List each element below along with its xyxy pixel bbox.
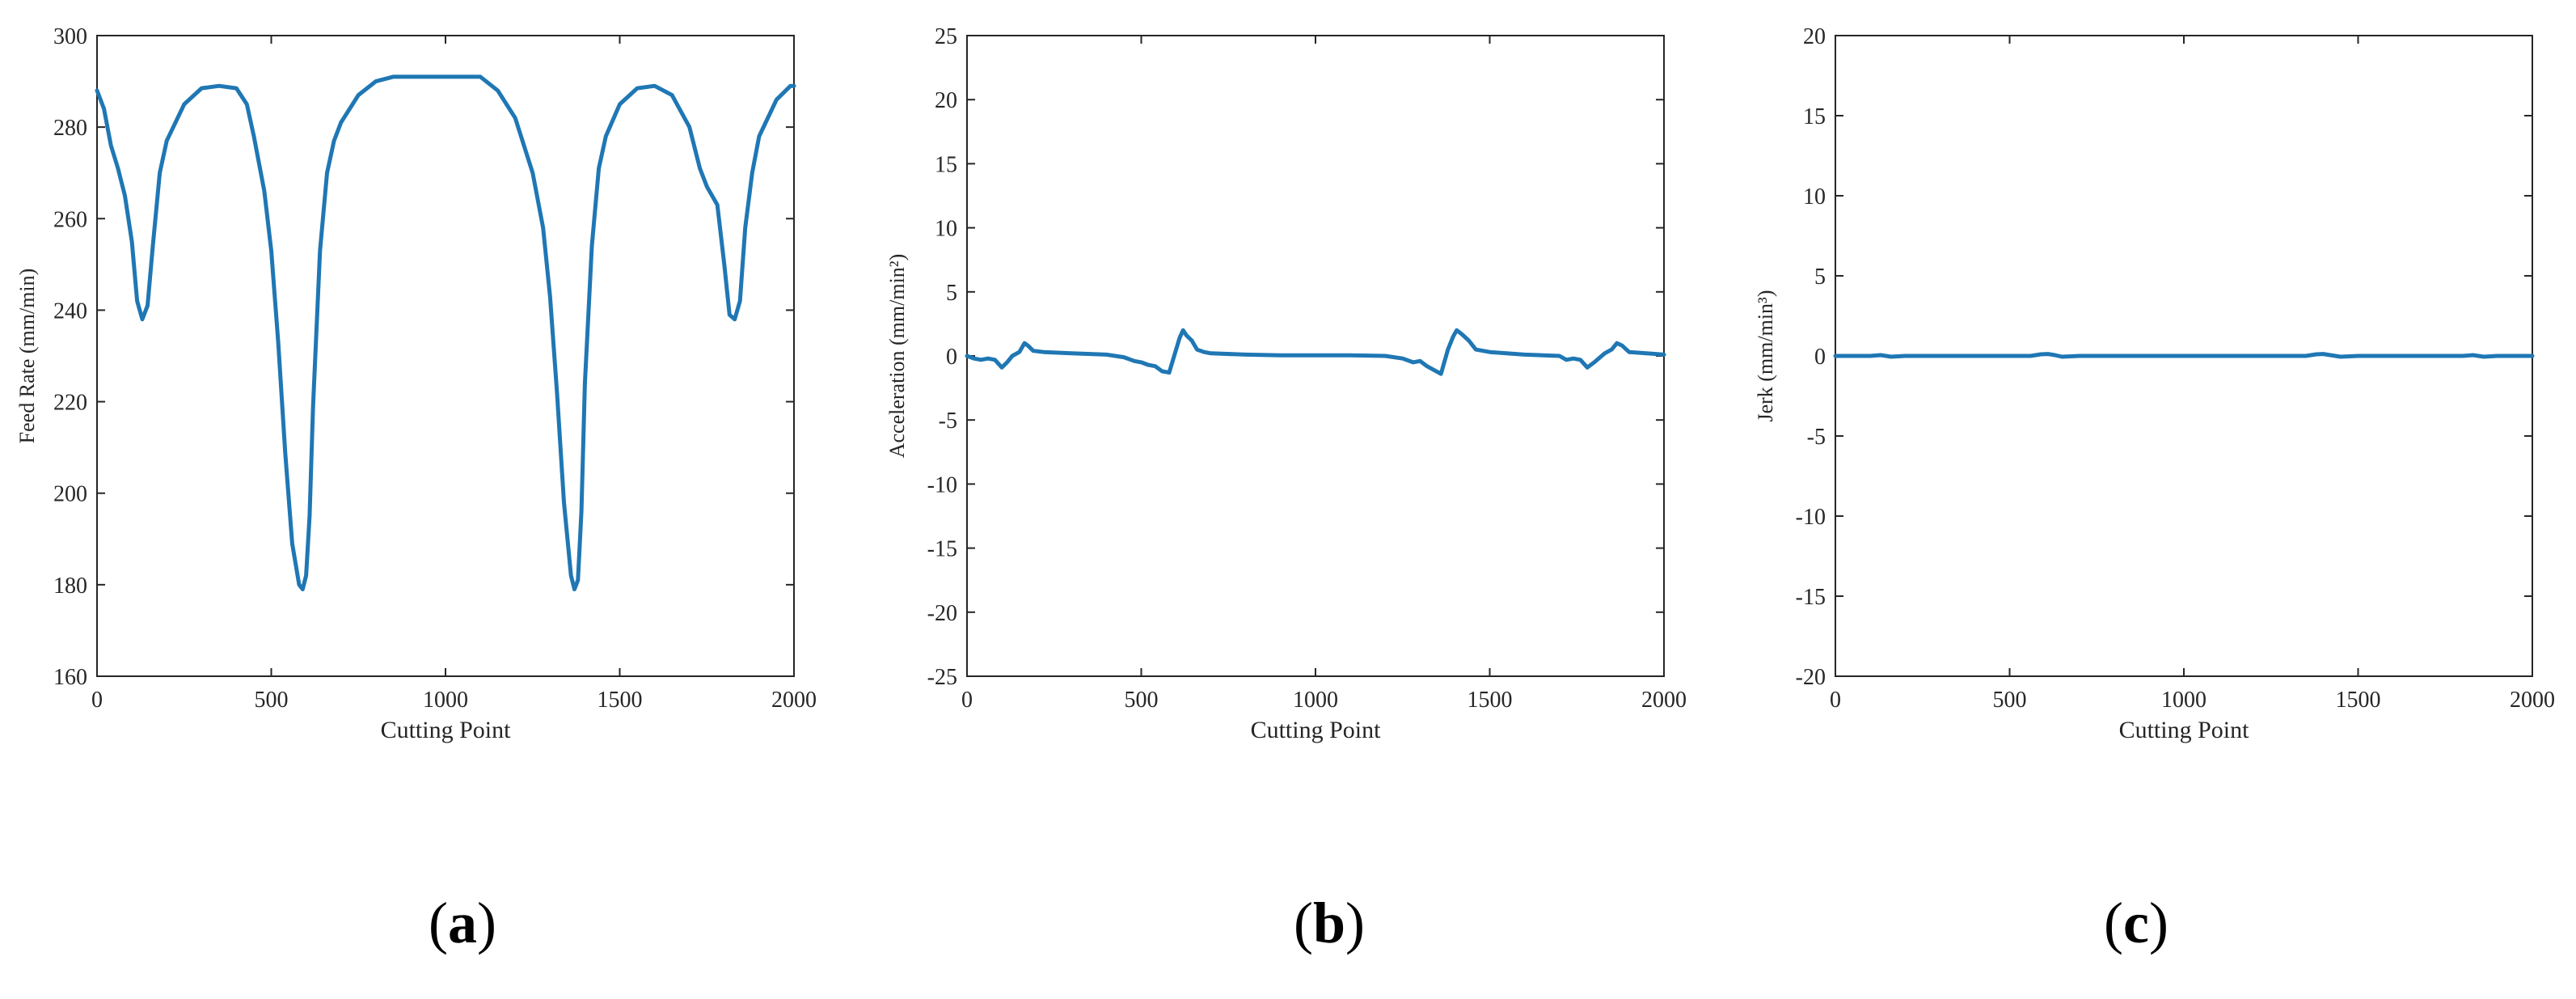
x-tick-label: 500 — [1125, 688, 1159, 713]
series-line — [95, 74, 796, 591]
y-tick-label: 25 — [935, 24, 957, 49]
x-tick-label: 500 — [1993, 688, 2027, 713]
x-tick-label: 1500 — [2336, 688, 2381, 713]
x-axis-label: Cutting Point — [381, 717, 512, 743]
y-tick-label: 220 — [53, 391, 87, 416]
x-tick-label: 1500 — [598, 688, 643, 713]
x-tick-label: 2000 — [1641, 688, 1687, 713]
series-line — [965, 328, 1666, 376]
y-tick-label: 240 — [53, 298, 87, 324]
y-axis-label: Acceleration (mm/min²) — [885, 254, 909, 459]
y-tick-label: -10 — [927, 472, 957, 497]
y-tick-label: -10 — [1796, 505, 1826, 530]
x-tick-label: 2000 — [2510, 688, 2555, 713]
series-line — [1833, 352, 2535, 359]
y-tick-label: -5 — [939, 408, 957, 434]
y-axis-label: Feed Rate (mm/min) — [15, 269, 39, 444]
panel-label-b: (b) — [1293, 891, 1365, 955]
y-tick-label: 5 — [946, 281, 957, 306]
y-tick-label: 5 — [1814, 265, 1826, 290]
chart-acceleration: 0 500 1000 1500 2000 -25 -20 -15 -10 -5 0 5 10 15 20 25… — [885, 24, 1687, 743]
x-tick-label: 1000 — [423, 688, 468, 713]
chart-feed-rate: 0 500 1000 1500 2000 160 180 200 220 240 260 280 300… — [15, 24, 817, 743]
x-axis-label: Cutting Point — [1251, 717, 1382, 743]
x-tick-label: 0 — [1830, 688, 1841, 713]
y-tick-label: -5 — [1807, 425, 1826, 450]
y-tick-label: -20 — [1796, 665, 1826, 690]
x-tick-label: 1000 — [1293, 688, 1338, 713]
y-tick-label: 0 — [946, 345, 957, 370]
y-tick-label: 0 — [1814, 345, 1826, 370]
x-tick-label: 0 — [961, 688, 973, 713]
x-tick-label: 0 — [91, 688, 103, 713]
y-tick-label: 10 — [1803, 184, 1826, 210]
x-tick-label: 1000 — [2161, 688, 2206, 713]
x-tick-label: 2000 — [771, 688, 817, 713]
y-tick-label: 10 — [935, 217, 957, 242]
y-tick-label: 300 — [53, 24, 87, 49]
x-tick-label: 500 — [255, 688, 289, 713]
y-tick-label: 20 — [1803, 24, 1826, 49]
panel-label-c: (c) — [2104, 891, 2168, 955]
y-tick-label: 20 — [935, 88, 957, 113]
y-tick-label: -15 — [927, 537, 957, 562]
y-tick-label: -20 — [927, 601, 957, 626]
y-tick-label: 180 — [53, 574, 87, 599]
x-tick-label: 1500 — [1467, 688, 1513, 713]
panel-label-a: (a) — [429, 891, 496, 955]
y-axis-label: Jerk (mm/min³) — [1754, 290, 1777, 421]
x-axis-label: Cutting Point — [2119, 717, 2250, 743]
y-tick-label: 200 — [53, 482, 87, 507]
y-tick-label: 15 — [935, 152, 957, 177]
y-tick-label: -25 — [927, 665, 957, 690]
y-tick-label: 260 — [53, 207, 87, 232]
y-tick-label: 280 — [53, 116, 87, 141]
y-tick-label: 15 — [1803, 104, 1826, 129]
y-tick-label: 160 — [53, 665, 87, 690]
chart-jerk: 0 500 1000 1500 2000 -20 -15 -10 -5 0 5 10 15 20 Cutti… — [1754, 24, 2555, 743]
y-tick-label: -15 — [1796, 585, 1826, 610]
